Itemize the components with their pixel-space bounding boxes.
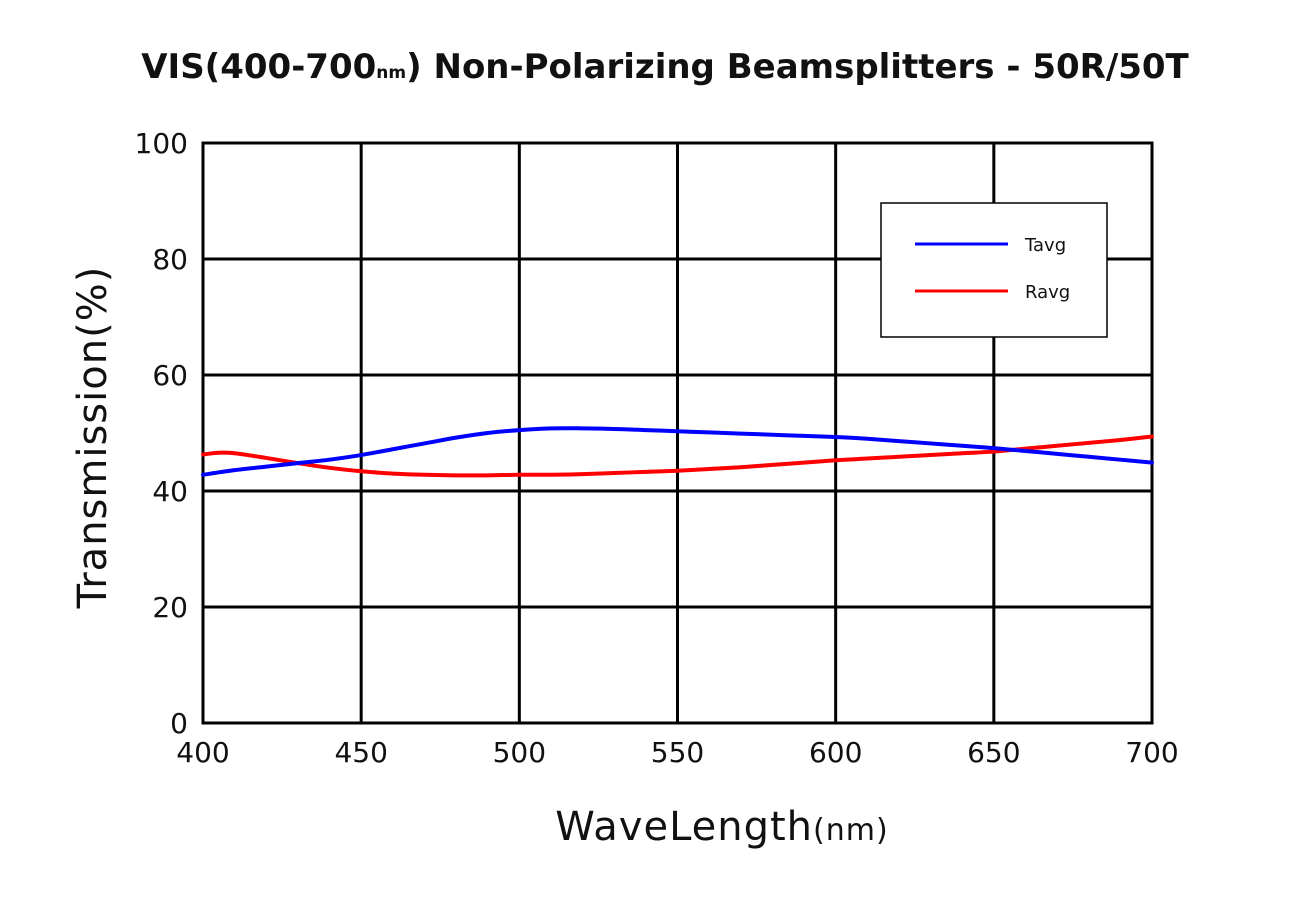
- chart-title: VIS(400-700nm) Non-Polarizing Beamsplitt…: [141, 47, 1189, 87]
- y-tick-label: 60: [152, 359, 188, 392]
- y-tick-label: 80: [152, 243, 188, 276]
- y-tick-labels: 0 20 40 60 80 100: [135, 127, 188, 740]
- legend-label-ravg: Ravg: [1025, 282, 1070, 303]
- x-tick-label: 700: [1125, 736, 1178, 769]
- x-tick-label: 400: [176, 736, 229, 769]
- x-axis-label-unit: (nm): [813, 813, 889, 848]
- series-line-ravg: [201, 434, 1154, 478]
- x-axis-label: WaveLength(nm): [555, 804, 888, 850]
- x-tick-label: 600: [809, 736, 862, 769]
- legend-label-tavg: Tavg: [1024, 235, 1066, 256]
- x-tick-label: 650: [967, 736, 1020, 769]
- x-axis-label-main: WaveLength: [555, 804, 813, 850]
- x-tick-labels: 400 450 500 550 600 650 700: [176, 736, 1178, 769]
- y-tick-label: 100: [135, 127, 188, 160]
- series-line-tavg: [201, 426, 1154, 477]
- y-axis-label: Transmission(%): [70, 266, 116, 610]
- chart-title-unit: nm: [376, 63, 406, 83]
- x-tick-label: 500: [493, 736, 546, 769]
- y-tick-label: 40: [152, 475, 188, 508]
- series-lines: [201, 426, 1154, 478]
- y-tick-label: 20: [152, 591, 188, 624]
- legend: Tavg Ravg: [880, 202, 1108, 338]
- chart-title-prefix: VIS(400-700: [141, 47, 376, 87]
- y-tick-label: 0: [170, 707, 188, 740]
- x-tick-label: 450: [334, 736, 387, 769]
- x-tick-label: 550: [651, 736, 704, 769]
- chart-title-suffix: ) Non-Polarizing Beamsplitters - 50R/50T: [406, 47, 1189, 87]
- legend-box: [880, 202, 1108, 338]
- plot-frame: [201, 141, 1154, 725]
